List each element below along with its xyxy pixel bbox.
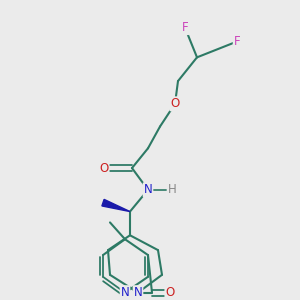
Polygon shape <box>102 200 130 211</box>
Text: N: N <box>144 183 152 196</box>
Text: N: N <box>134 286 142 299</box>
Text: F: F <box>182 21 188 34</box>
Text: H: H <box>168 183 176 196</box>
Text: F: F <box>234 35 240 48</box>
Text: O: O <box>165 286 175 299</box>
Text: O: O <box>170 97 180 110</box>
Text: N: N <box>121 286 129 299</box>
Text: O: O <box>99 162 109 175</box>
